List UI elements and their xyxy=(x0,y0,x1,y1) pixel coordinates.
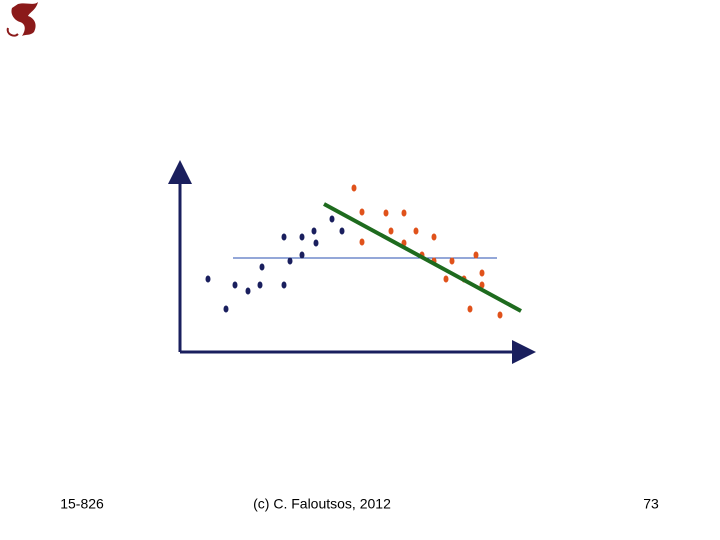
logo xyxy=(6,2,39,37)
copyright: (c) C. Faloutsos, 2012 xyxy=(253,496,391,512)
axes xyxy=(168,160,536,364)
orange-points xyxy=(351,184,503,319)
blue-points xyxy=(205,215,345,313)
course-number: 15-826 xyxy=(60,496,104,512)
page-number: 73 xyxy=(643,496,659,512)
regression-line xyxy=(323,202,522,313)
